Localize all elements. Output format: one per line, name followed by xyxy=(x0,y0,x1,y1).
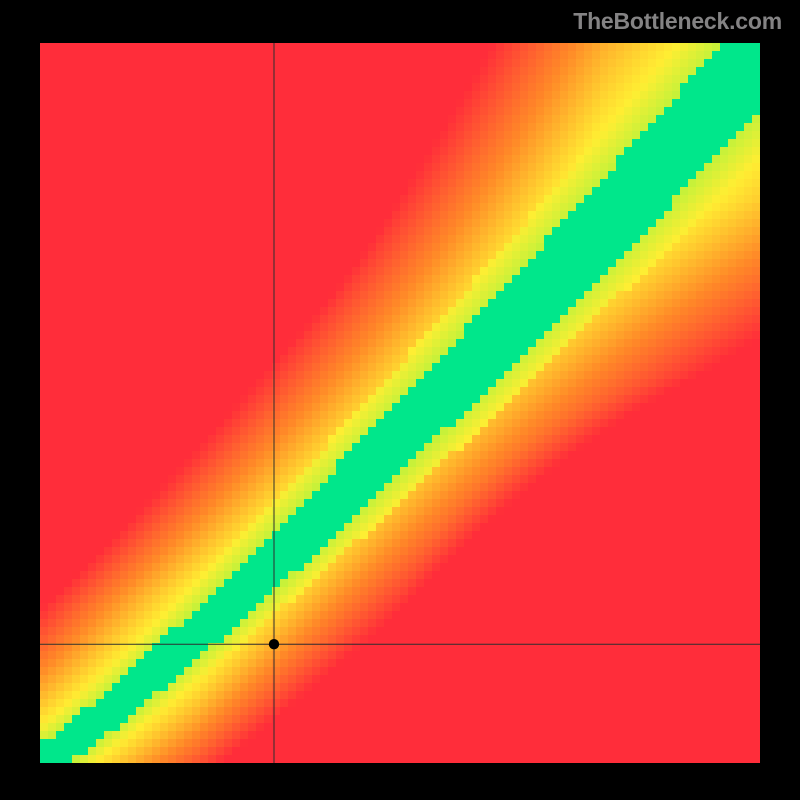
heatmap-canvas xyxy=(40,43,760,763)
chart-container: TheBottleneck.com xyxy=(0,0,800,800)
watermark-text: TheBottleneck.com xyxy=(573,8,782,35)
plot-area xyxy=(40,43,760,763)
